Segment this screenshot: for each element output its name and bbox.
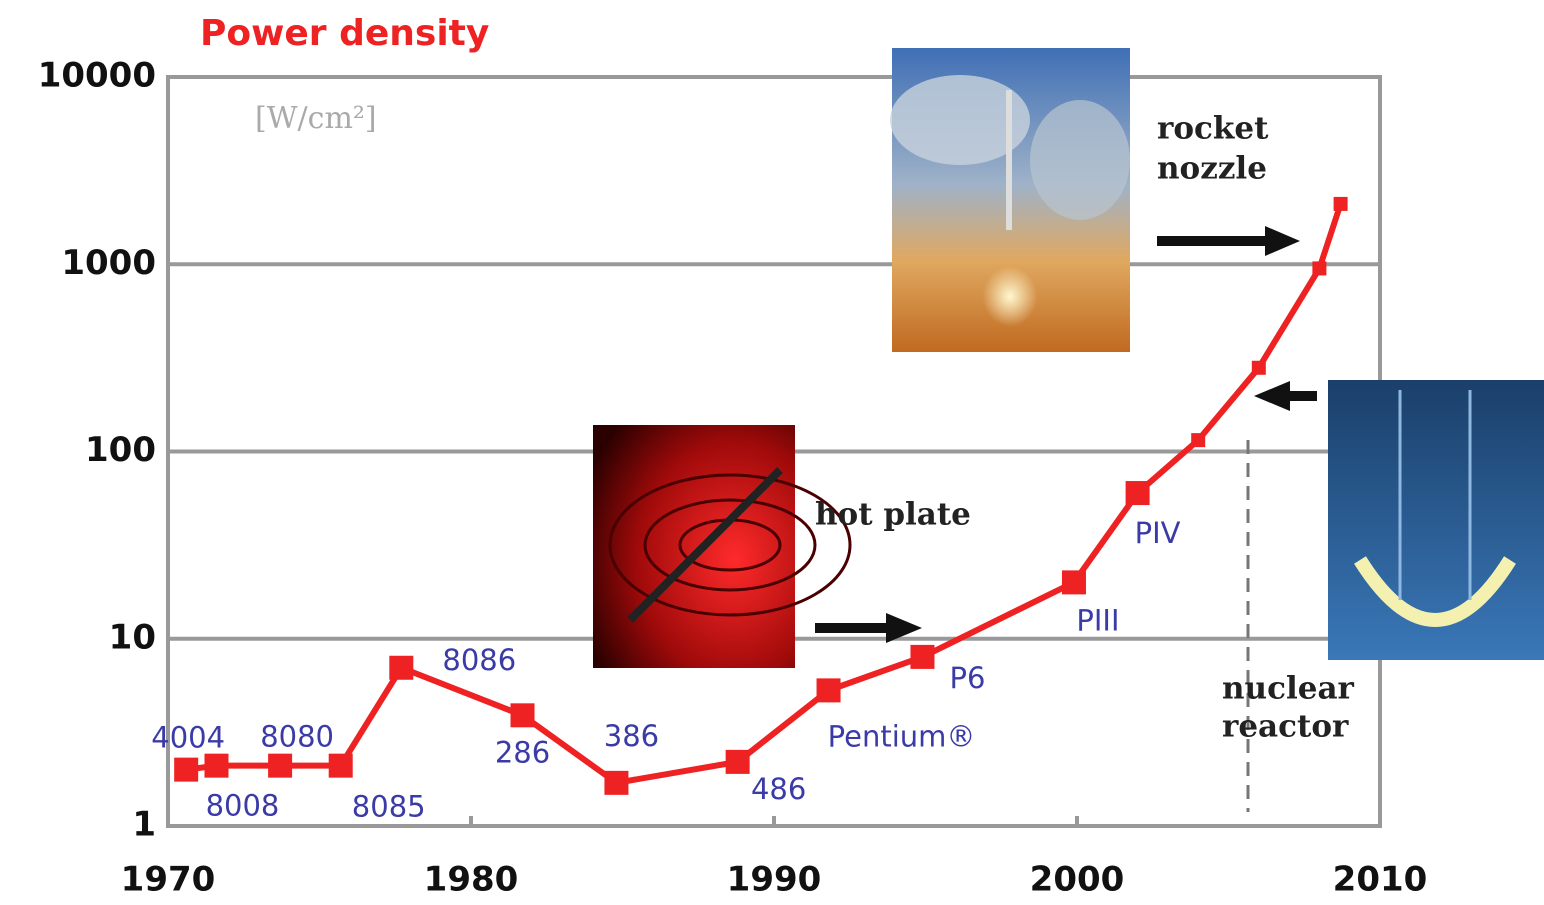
point-label: 486 <box>751 772 806 806</box>
point-label: 8086 <box>442 643 516 677</box>
data-line <box>185 202 1344 786</box>
data-point <box>1061 570 1086 595</box>
chart-title: Power density <box>200 13 489 54</box>
y-tick-label: 100 <box>85 430 156 470</box>
x-tick-label: 1970 <box>121 860 216 900</box>
point-label: Pentium® <box>828 719 976 753</box>
annotation: rocket <box>1157 111 1269 147</box>
x-tick-label: 2000 <box>1030 860 1125 900</box>
data-point <box>510 703 535 728</box>
point-label: 8008 <box>206 789 280 823</box>
x-tick-label: 1990 <box>727 860 822 900</box>
rocket-image <box>890 48 1130 352</box>
annotation: nuclear <box>1222 671 1355 707</box>
x-tick-label: 2010 <box>1333 860 1428 900</box>
x-tick-label: 1980 <box>424 860 519 900</box>
data-point <box>1312 261 1327 276</box>
data-point <box>910 644 935 669</box>
point-label: P6 <box>949 661 985 695</box>
data-point <box>1333 196 1348 211</box>
point-label: 386 <box>604 719 659 753</box>
data-point <box>816 678 841 703</box>
y-unit: [W/cm²] <box>255 101 377 136</box>
data-point <box>725 749 750 774</box>
point-label: 8085 <box>352 790 426 824</box>
data-point <box>1191 433 1206 448</box>
annotation: nozzle <box>1157 151 1267 187</box>
point-label: 286 <box>495 735 550 769</box>
point-label: 4004 <box>151 721 225 755</box>
arrows <box>815 226 1317 643</box>
point-label: 8080 <box>260 720 334 754</box>
point-label: PIII <box>1076 603 1119 637</box>
data-point <box>328 753 353 778</box>
data-point <box>174 757 199 782</box>
hot-plate-image <box>593 425 852 668</box>
y-tick-label: 10000 <box>38 56 156 96</box>
data-point <box>389 655 414 680</box>
data-point <box>1125 481 1150 506</box>
point-label: PIV <box>1135 516 1181 550</box>
y-tick-label: 1 <box>132 805 156 845</box>
y-tick-label: 10 <box>109 617 156 657</box>
data-point <box>204 753 229 778</box>
annotation: reactor <box>1222 709 1349 745</box>
data-point <box>268 753 293 778</box>
y-tick-label: 1000 <box>61 243 156 283</box>
data-point <box>604 770 629 795</box>
annotation: hot plate <box>815 497 971 533</box>
reactor-image <box>1328 380 1544 660</box>
data-point <box>1251 360 1266 375</box>
